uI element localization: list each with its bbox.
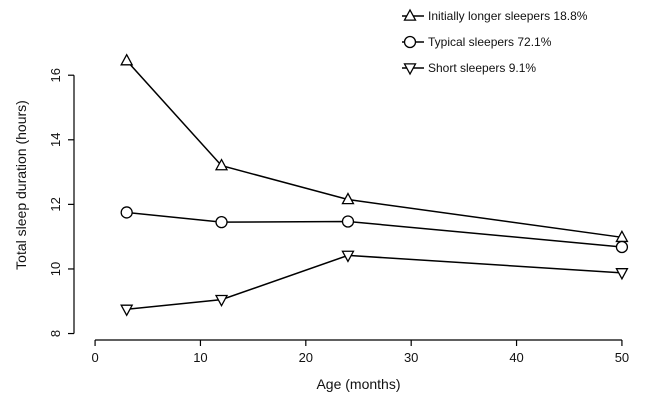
data-point — [615, 268, 629, 281]
series-line — [126, 60, 623, 239]
data-point — [215, 215, 228, 229]
legend: Initially longer sleepers 18.8% Typical s… — [402, 8, 588, 76]
data-point — [120, 53, 134, 66]
y-tick-label: 14 — [48, 133, 63, 147]
x-tick-label: 20 — [299, 350, 313, 365]
data-point — [120, 206, 133, 219]
x-tick-label: 40 — [509, 350, 523, 365]
legend-marker — [403, 8, 417, 21]
legend-label: Typical sleepers 72.1% — [428, 35, 552, 49]
data-point — [341, 250, 355, 263]
x-tick-label: 10 — [193, 350, 207, 365]
series-line — [126, 211, 622, 248]
legend-item: Initially longer sleepers 18.8% — [402, 8, 588, 23]
legend-item: Typical sleepers 72.1% — [402, 35, 552, 49]
legend-label: Short sleepers 9.1% — [428, 61, 536, 75]
series-2 — [120, 206, 629, 254]
x-tick-label: 0 — [91, 350, 98, 365]
legend-marker — [403, 35, 417, 49]
data-point — [615, 240, 629, 254]
y-tick-label: 12 — [48, 197, 63, 211]
data-point — [341, 215, 355, 228]
x-tick-label: 30 — [404, 350, 418, 365]
data-point — [214, 158, 229, 171]
legend-label: Initially longer sleepers 18.8% — [428, 9, 588, 23]
x-axis-title: Age (months) — [316, 376, 400, 392]
data-point — [214, 294, 229, 307]
x-ticks: 0 10 20 30 40 50 — [91, 340, 629, 365]
y-ticks: 8 10 12 14 16 — [48, 68, 74, 337]
series-layer — [120, 53, 629, 317]
axes — [73, 75, 622, 341]
y-tick-label: 10 — [48, 262, 63, 276]
series-3 — [120, 250, 629, 317]
legend-marker — [403, 63, 417, 76]
y-axis-title: Total sleep duration (hours) — [13, 100, 29, 270]
legend-item: Short sleepers 9.1% — [402, 61, 536, 76]
x-tick-label: 50 — [615, 350, 629, 365]
data-point — [341, 192, 355, 205]
y-tick-label: 8 — [48, 330, 63, 337]
data-point — [120, 304, 134, 317]
series-line — [126, 254, 622, 311]
series-1 — [120, 53, 629, 243]
y-tick-label: 16 — [48, 68, 63, 82]
